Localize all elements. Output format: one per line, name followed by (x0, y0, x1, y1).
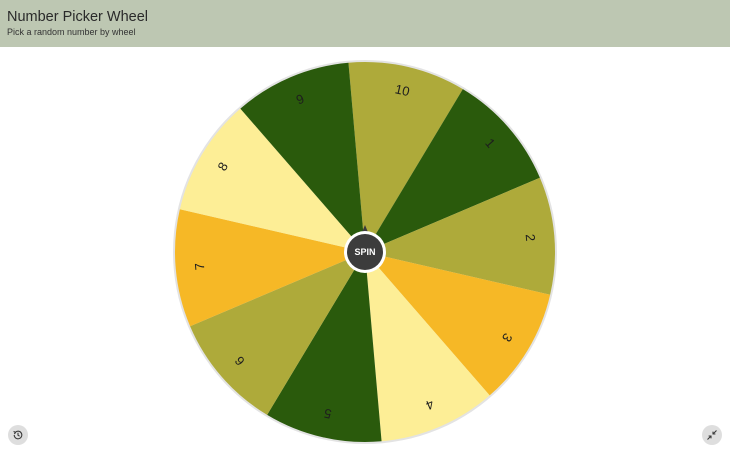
wheel-segment-7 (175, 209, 365, 327)
page-title: Number Picker Wheel (7, 9, 149, 25)
history-button[interactable] (8, 425, 28, 445)
page-subtitle: Pick a random number by wheel (7, 27, 136, 37)
wheel-area: 10 1 2 3 4 5 6 7 8 9 SPIN (0, 47, 730, 453)
wheel-segment-8 (179, 108, 365, 252)
collapse-icon (707, 430, 717, 440)
history-icon (13, 430, 23, 440)
wheel-segment-10 (348, 61, 463, 252)
wheel-label-5: 5 (322, 406, 332, 422)
collapse-button[interactable] (702, 425, 722, 445)
wheel-segment-4 (365, 252, 490, 442)
wheel-label-7: 7 (192, 262, 208, 271)
wheel-segment-6 (190, 252, 365, 415)
wheel-segment-3 (365, 252, 551, 396)
wheel-segment-1 (365, 89, 540, 252)
spin-button-core (347, 234, 383, 270)
wheel-label-10: 10 (394, 81, 411, 99)
wheel-segment-2 (365, 177, 556, 295)
spin-button[interactable]: SPIN (344, 225, 386, 273)
wheel-segment-5 (267, 252, 382, 442)
wheel-label-2: 2 (523, 233, 539, 242)
spin-label: SPIN (354, 247, 375, 257)
app-header: Number Picker Wheel Pick a random number… (0, 0, 730, 47)
wheel-segment-9 (240, 62, 365, 252)
